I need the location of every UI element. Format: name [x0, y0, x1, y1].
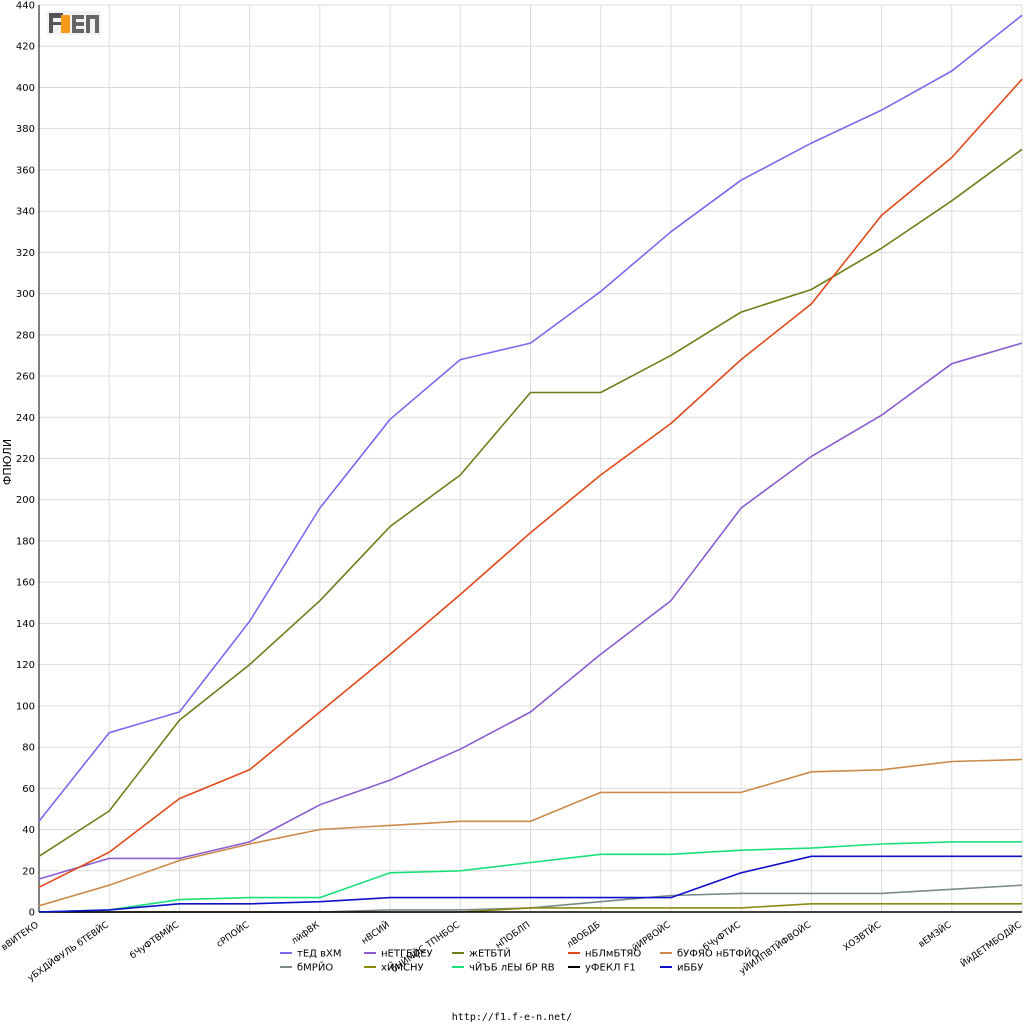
x-tick-label: вВИТЕКО	[0, 920, 41, 953]
y-tick-label: 240	[16, 413, 35, 424]
legend-entry: нЕТГЕДЕУ	[381, 949, 433, 960]
x-tick-label: лВОБДБ	[565, 920, 602, 950]
y-axis-label: ФПЮЛИ	[1, 439, 14, 485]
y-tick-label: 360	[16, 165, 35, 176]
y-tick-label: 260	[16, 372, 35, 383]
y-tick-label: 280	[16, 330, 35, 341]
grid	[38, 4, 1023, 913]
y-tick-label: 380	[16, 124, 35, 135]
x-tick-label: сРПОЙС	[214, 919, 251, 950]
series-line-10	[38, 855, 1022, 913]
series-line-8	[38, 841, 1022, 913]
series-line-1	[38, 14, 1023, 822]
y-tick-label: 0	[29, 908, 35, 919]
series-line-5	[38, 758, 1023, 907]
x-tick-label: вЕМЗЙС	[916, 919, 954, 950]
f1en-logo	[47, 11, 101, 35]
y-tick-label: 400	[16, 83, 35, 94]
x-tick-label: ХОЗВТЙС	[841, 919, 884, 954]
x-tick-label: нВСИЙ	[359, 919, 392, 947]
y-tick-label: 220	[16, 454, 35, 465]
y-tick-label: 420	[16, 42, 35, 53]
x-tick-label: лйфВК	[290, 920, 322, 947]
y-tick-label: 140	[16, 619, 35, 630]
y-axis-ticks: 0 20 40 60 80 100 120 140 160 180 200 220 240 260 280 3…	[16, 1, 35, 919]
footer-url[interactable]: http://f1.f-e-n.net/	[451, 1012, 573, 1023]
y-tick-label: 300	[16, 289, 35, 300]
y-tick-label: 100	[16, 701, 35, 712]
x-tick-label: нПОБЛП	[494, 920, 532, 951]
legend-entry: тЕД вХМ	[297, 949, 342, 960]
y-tick-label: 20	[22, 866, 35, 877]
y-tick-label: 180	[16, 536, 35, 547]
series-lines	[38, 14, 1023, 913]
legend-entry: бМРЙО	[297, 961, 333, 974]
legend-entry: нБЛмБТЯО	[585, 949, 641, 960]
series-line-4	[38, 78, 1023, 889]
y-tick-label: 440	[16, 1, 35, 12]
y-tick-label: 320	[16, 248, 35, 259]
legend-entry: уФЕКЛ F1	[585, 963, 636, 974]
y-tick-label: 80	[22, 743, 35, 754]
y-tick-label: 60	[22, 784, 35, 795]
x-tick-label: ЙйДЕТМБОДЙС	[958, 919, 1024, 970]
series-line-2	[38, 342, 1023, 880]
legend-entry: чЙЪБ лЕЫ бР RB	[469, 961, 555, 974]
y-tick-label: 340	[16, 207, 35, 218]
y-tick-label: 120	[16, 660, 35, 671]
y-tick-label: 40	[22, 825, 35, 836]
legend-entry: хЙМСНУ	[381, 961, 424, 974]
y-tick-label: 200	[16, 495, 35, 506]
legend-entry: иББУ	[677, 963, 703, 974]
x-tick-label: бЧуФТВМЙС	[127, 919, 181, 962]
y-tick-label: 160	[16, 578, 35, 589]
legend: тЕД вХМ нЕТГЕДЕУ жЕТБТЙ нБЛмБТЯО бУФЯО нБТФЙ…	[280, 947, 759, 974]
legend-entry: бУФЯО нБТФЙО	[677, 947, 759, 960]
legend-entry: жЕТБТЙ	[469, 947, 511, 960]
series-line-3	[38, 148, 1023, 857]
